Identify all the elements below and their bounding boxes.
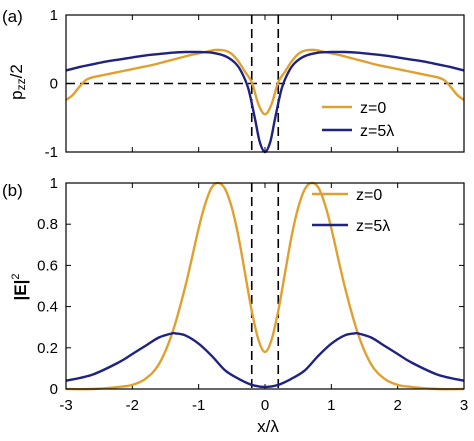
- panel-a-ytick-label: 0: [50, 76, 58, 93]
- panel-a-ytick-label: 1: [50, 7, 58, 24]
- panel-a-series-z5-line: [65, 50, 465, 154]
- panel-b-frame: [65, 182, 465, 390]
- panel-b-xtick-label: 2: [393, 397, 401, 414]
- panel-b-x-axis: -3 -2 -1 0 1 2 3: [59, 183, 468, 414]
- panel-a: (a) pzz/2 -1 0 1 z=0 z=5λ: [2, 7, 465, 161]
- panel-b-legend: z=0 z=5λ: [312, 187, 390, 235]
- panel-b-legend-label-z5: z=5λ: [356, 218, 390, 235]
- panel-b-legend-label-z0: z=0: [356, 187, 382, 204]
- panel-b-ytick-label: 0.4: [37, 299, 58, 316]
- panel-b-ytick-label: 1: [50, 175, 58, 192]
- panel-a-legend-label-z5: z=5λ: [360, 123, 394, 140]
- panel-b: (b) |E|2 0 0.2 0.4 0.6 0.8 1 -3 -2 -1 0 1 2 3 z=0 z…: [2, 175, 468, 436]
- panel-b-ytick-label: 0.8: [37, 216, 58, 233]
- panel-a-ytick-label: -1: [45, 144, 58, 161]
- panel-b-ytick-label: 0.2: [37, 340, 58, 357]
- panel-b-xtick-label: -3: [59, 397, 72, 414]
- panel-b-xtick-label: -2: [126, 397, 139, 414]
- panel-b-xtick-label: 3: [460, 397, 468, 414]
- panel-b-ytick-label: 0: [50, 381, 58, 398]
- panel-b-xtick-label: 1: [327, 397, 335, 414]
- panel-b-y-axis: 0 0.2 0.4 0.6 0.8 1: [37, 175, 464, 398]
- panel-b-ylabel: |E|2: [10, 274, 30, 301]
- panel-b-ytick-label: 0.6: [37, 257, 58, 274]
- panel-a-series-z0-line: [65, 48, 465, 116]
- panel-b-label: (b): [2, 181, 23, 200]
- panel-a-ylabel: pzz/2: [7, 64, 28, 100]
- panel-b-series-z5-line: [65, 331, 465, 389]
- panel-a-legend: z=0 z=5λ: [322, 100, 394, 140]
- panel-a-legend-label-z0: z=0: [360, 100, 386, 117]
- panel-b-dashed-lines: [250, 183, 280, 389]
- panel-b-xlabel: x/λ: [257, 417, 279, 436]
- panel-a-frame: [65, 14, 465, 153]
- panel-a-label: (a): [2, 7, 23, 26]
- panel-b-xtick-label: 0: [261, 397, 269, 414]
- panel-a-dashed-lines: [250, 15, 280, 152]
- panel-b-xtick-label: -1: [192, 397, 205, 414]
